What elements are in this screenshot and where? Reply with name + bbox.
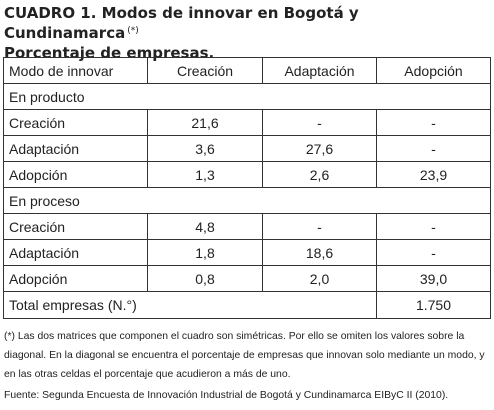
cell-creacion: 1,3 [147, 161, 263, 188]
total-row: Total empresas (N.°) 1.750 [3, 291, 491, 319]
innovation-modes-table: Modo de innovar Creación Adaptación Adop… [3, 57, 491, 319]
cell-adaptacion: 27,6 [262, 135, 377, 162]
cell-creacion: 1,8 [147, 239, 263, 266]
header-cell-mode: Modo de innovar [3, 57, 148, 84]
table-title: CUADRO 1. Modos de innovar en Bogotá y C… [4, 3, 490, 63]
row-label: Adopción [3, 161, 148, 188]
section-label-product: En producto [3, 83, 491, 110]
section-row-process: En proceso [3, 187, 491, 214]
cell-adaptacion: 18,6 [262, 239, 377, 266]
table-row: Creación 4,8 - - [3, 213, 491, 240]
row-label: Adaptación [3, 239, 148, 266]
cell-adopcion: - [376, 109, 491, 136]
table-row: Adaptación 3,6 27,6 - [3, 135, 491, 162]
table-row: Creación 21,6 - - [3, 109, 491, 136]
section-label-process: En proceso [3, 187, 491, 214]
cell-adaptacion: 2,0 [262, 265, 377, 292]
header-cell-adaptacion: Adaptación [262, 57, 377, 84]
cell-adopcion: - [376, 239, 491, 266]
cell-creacion: 0,8 [147, 265, 263, 292]
table-row: Adopción 1,3 2,6 23,9 [3, 161, 491, 188]
cell-adaptacion: - [262, 213, 377, 240]
table-row: Adaptación 1,8 18,6 - [3, 239, 491, 266]
footnote: (*) Las dos matrices que componen el cua… [4, 331, 485, 380]
total-label: Total empresas (N.°) [3, 291, 377, 319]
title-line-1: CUADRO 1. Modos de innovar en Bogotá y C… [4, 4, 359, 42]
cell-adaptacion: - [262, 109, 377, 136]
row-label: Creación [3, 213, 148, 240]
cell-creacion: 21,6 [147, 109, 263, 136]
row-label: Adaptación [3, 135, 148, 162]
row-label: Creación [3, 109, 148, 136]
header-cell-adopcion: Adopción [376, 57, 491, 84]
cell-adopcion: 39,0 [376, 265, 491, 292]
cell-adaptacion: 2,6 [262, 161, 377, 188]
cell-creacion: 4,8 [147, 213, 263, 240]
header-cell-creacion: Creación [147, 57, 263, 84]
header-row: Modo de innovar Creación Adaptación Adop… [3, 57, 491, 84]
table-row: Adopción 0,8 2,0 39,0 [3, 265, 491, 292]
section-row-product: En producto [3, 83, 491, 110]
title-footnote-mark: (*) [127, 26, 139, 36]
cell-creacion: 3,6 [147, 135, 263, 162]
cell-adopcion: 23,9 [376, 161, 491, 188]
total-value: 1.750 [376, 291, 491, 319]
cell-adopcion: - [376, 213, 491, 240]
row-label: Adopción [3, 265, 148, 292]
source-note: Fuente: Segunda Encuesta de Innovación I… [4, 390, 449, 401]
cell-adopcion: - [376, 135, 491, 162]
